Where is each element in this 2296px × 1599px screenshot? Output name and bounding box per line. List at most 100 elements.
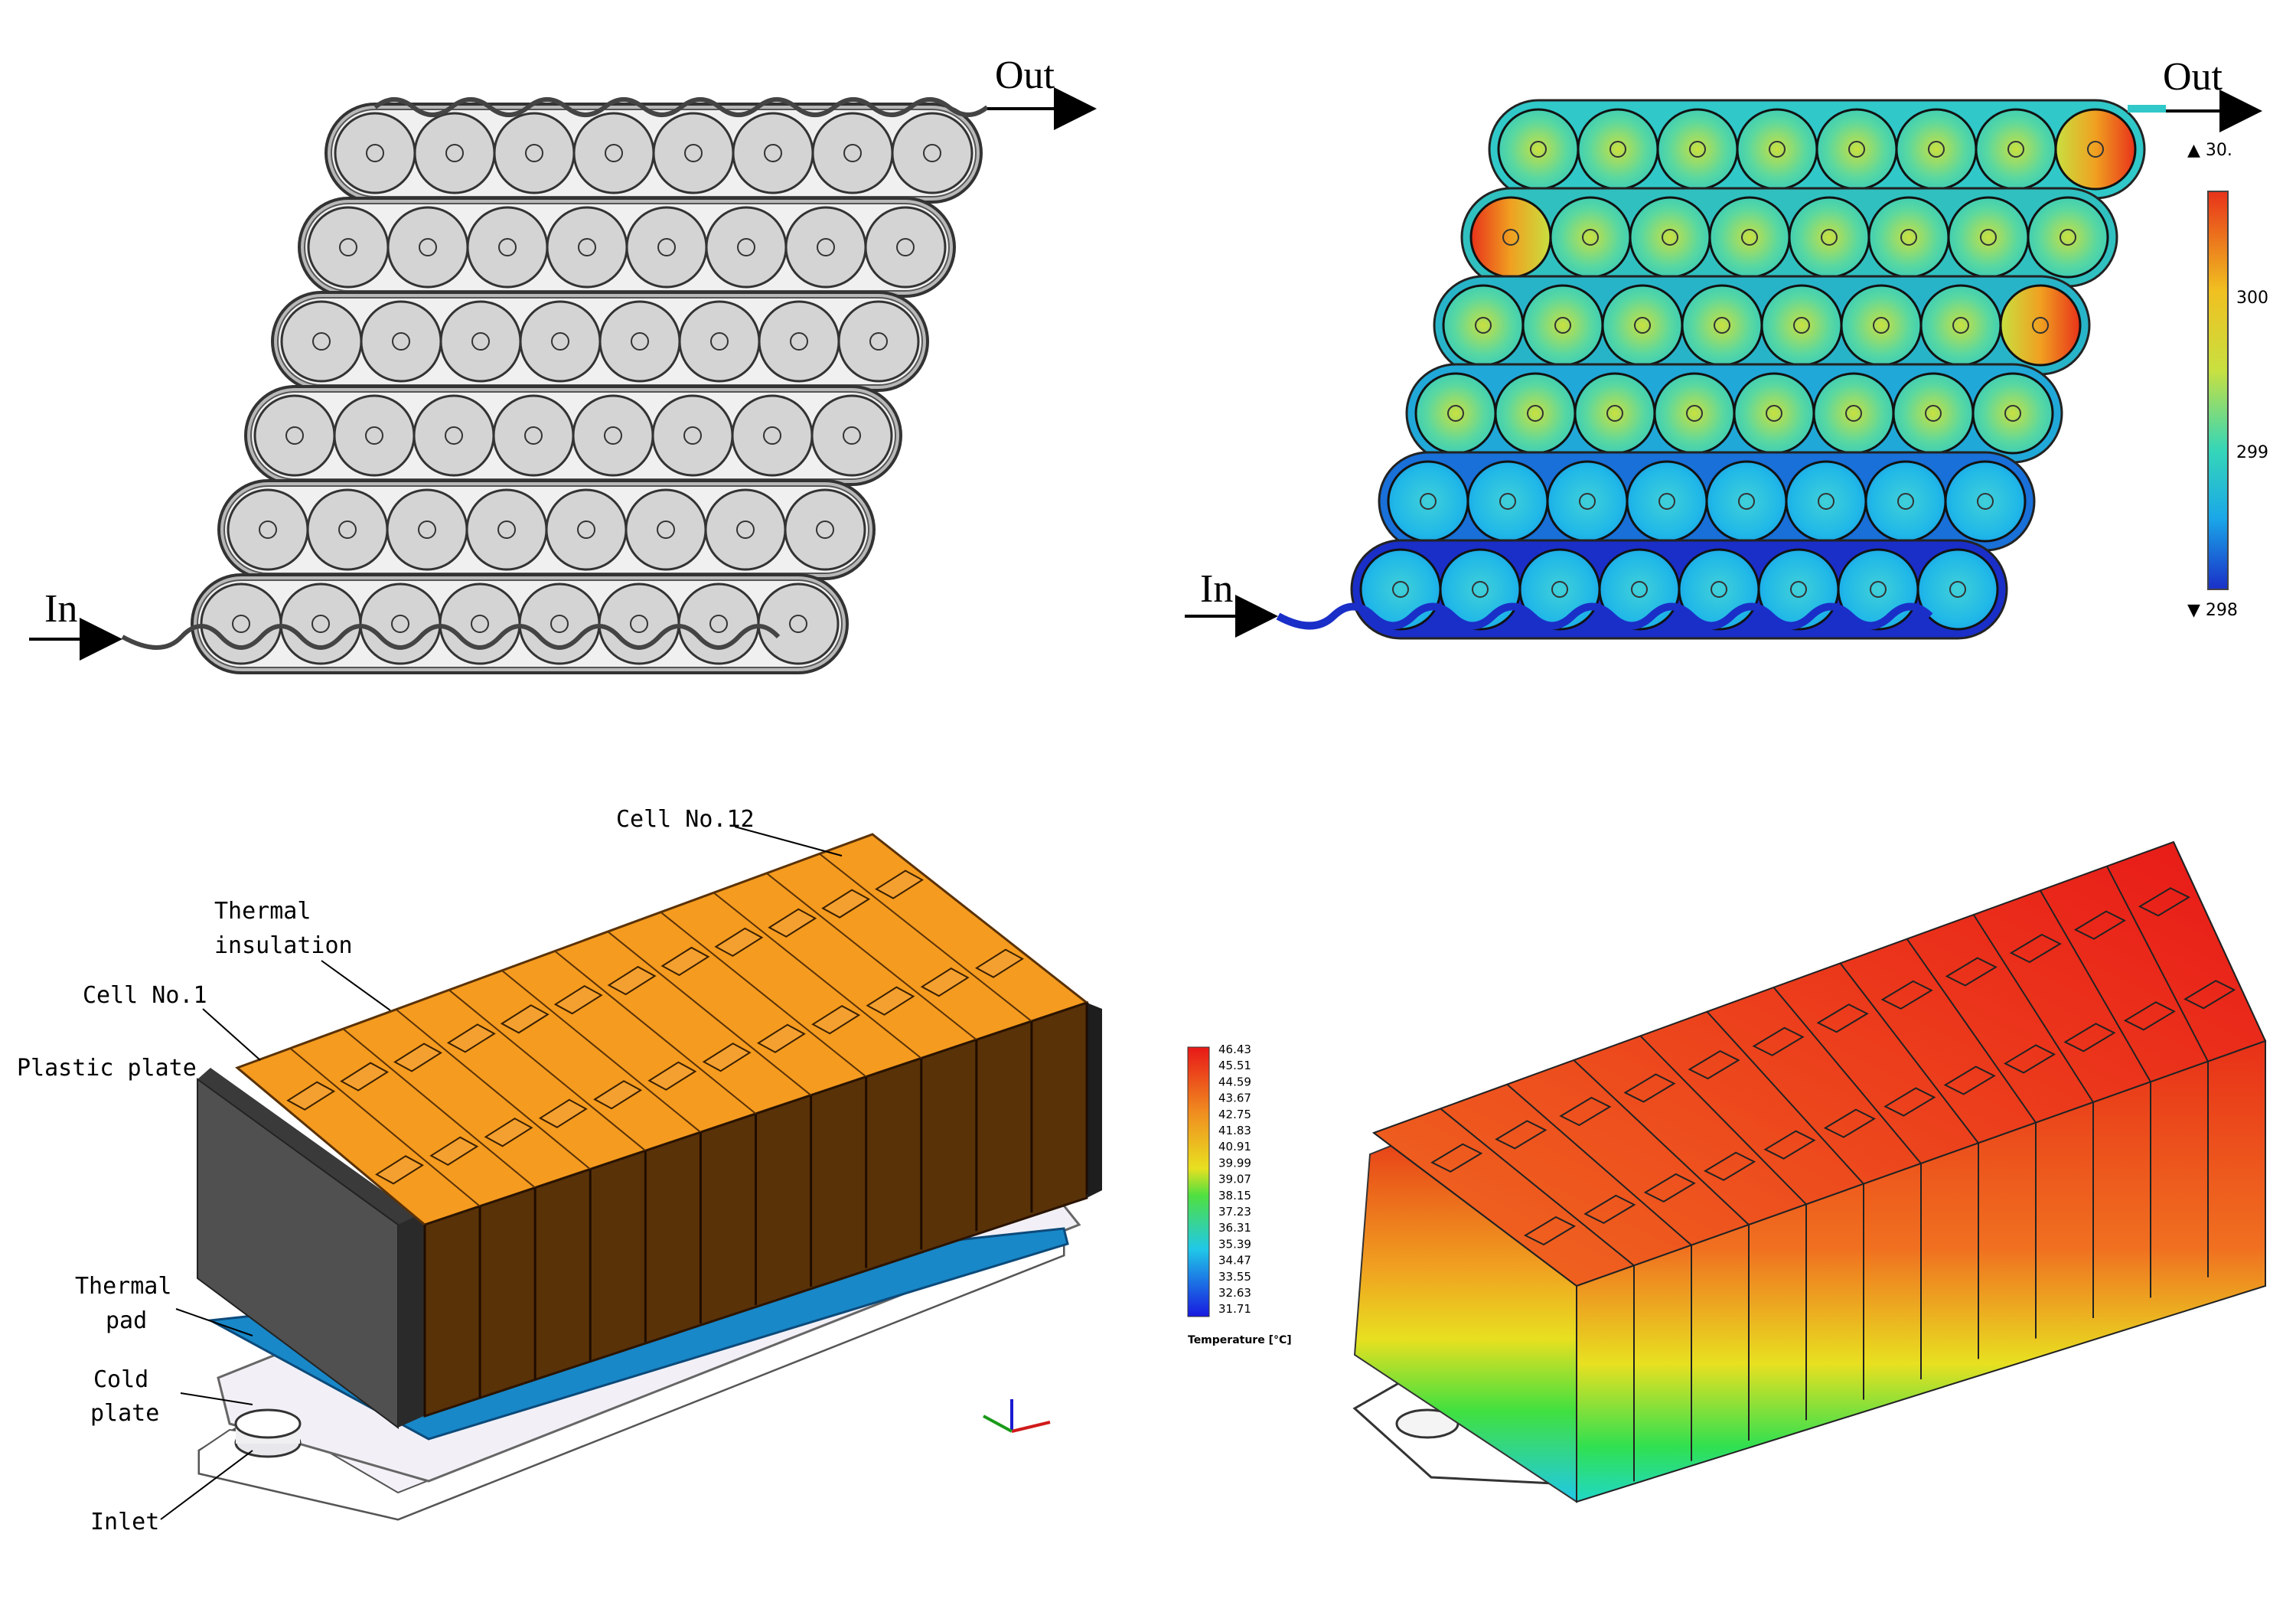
label-pad-1: Thermal — [75, 1273, 171, 1300]
panel-c-module-assembly — [197, 833, 1102, 1521]
panel-b-cell — [1681, 284, 1763, 367]
panel-a-cell — [413, 394, 495, 477]
panel-a-cell — [227, 488, 309, 571]
leader-insulation — [321, 960, 391, 1011]
panel-a-cell — [306, 488, 389, 571]
panel-a-cell — [465, 488, 548, 571]
panel-a-cell — [811, 112, 894, 194]
panel-a-cell — [864, 206, 947, 289]
panel-a-cell — [545, 488, 628, 571]
panel-b-cell — [1521, 284, 1604, 367]
panel-b-cell — [1785, 460, 1867, 543]
panel-d-legend-tick: 37.23 — [1218, 1205, 1251, 1219]
panel-a-cell — [625, 488, 707, 571]
cell-terminal — [756, 1023, 806, 1053]
panel-a-cell — [598, 300, 681, 383]
label-cold-2: plate — [90, 1400, 159, 1427]
panel-b-cell — [1892, 372, 1975, 455]
panel-a-cooling-layout — [121, 97, 989, 674]
label-insulation-1: Thermal — [214, 898, 311, 925]
panel-a-cell — [652, 112, 735, 194]
panel-a-cell — [439, 300, 522, 383]
panel-d-cell-terminal — [2073, 910, 2126, 940]
panel-d-cell-terminal — [1430, 1143, 1483, 1173]
cell-dividers — [236, 834, 1088, 1416]
cell-terminal — [538, 1098, 588, 1128]
panel-b-cell — [1944, 460, 2027, 543]
panel-d-cell-terminal — [2009, 933, 2062, 964]
panel-d-cell-terminal — [1623, 1073, 1676, 1103]
panel-d-legend-bar — [1187, 1046, 1210, 1317]
panel-b-scale-max: ▲ 30. — [2187, 141, 2232, 160]
panel-b-cell — [1497, 108, 1580, 191]
panel-a-in-label: In — [44, 587, 77, 631]
panel-b-cell — [1867, 196, 1950, 279]
panel-b-cell — [1656, 108, 1739, 191]
panel-b-cell — [1919, 284, 2002, 367]
panel-d-legend-tick: 45.51 — [1218, 1059, 1251, 1072]
panel-b-cell — [1947, 196, 2030, 279]
panel-b-cell — [2027, 196, 2109, 279]
panel-a-cell — [413, 112, 496, 194]
panel-a-cell — [678, 300, 761, 383]
panel-b-temperature-layout — [1276, 99, 2166, 640]
panel-a-cell — [546, 206, 628, 289]
panel-d-cell-terminal — [1880, 980, 1933, 1010]
panel-d-cell-terminal — [1763, 1130, 1816, 1160]
panel-d-cell-terminal — [2123, 1001, 2176, 1031]
panel-a-cell — [732, 112, 814, 194]
panel-b-cell — [1387, 460, 1469, 543]
leader-cell-12 — [734, 826, 843, 857]
panel-a-cell — [731, 394, 814, 477]
panel-d-cell-terminal — [1823, 1108, 1876, 1138]
panel-d-cell-terminal — [2138, 887, 2191, 917]
panel-a-cell — [837, 300, 920, 383]
panel-d-legend-tick: 38.15 — [1218, 1189, 1251, 1203]
panel-b-cell — [1629, 196, 1711, 279]
panel-b-scale-min: ▼ 298 — [2187, 601, 2238, 620]
cell-terminal — [446, 1023, 496, 1053]
panel-d-cell-terminal — [1583, 1194, 1636, 1225]
panel-d-cell-terminal — [1559, 1096, 1612, 1127]
cell-terminal — [660, 946, 710, 977]
panel-d-cell-terminal — [1523, 1216, 1577, 1246]
panel-a-cell — [677, 582, 760, 665]
panel-b-in-label: In — [1200, 567, 1233, 611]
panel-d-cell-terminal — [1752, 1026, 1805, 1056]
panel-d-legend-tick: 33.55 — [1218, 1270, 1251, 1284]
label-cell-12: Cell No.12 — [616, 806, 755, 833]
panel-b-cell — [1815, 108, 1898, 191]
label-cold-1: Cold — [93, 1366, 148, 1393]
panel-a-cell — [253, 394, 336, 477]
panel-d-cell-terminal — [2063, 1023, 2116, 1052]
cell-terminal — [821, 889, 871, 919]
panel-d-cell-terminal — [1945, 957, 1998, 987]
panel-a-cell — [493, 112, 576, 194]
leader-cold — [180, 1392, 253, 1405]
panel-b-color-scale — [2207, 191, 2229, 590]
panel-b-cell — [1916, 548, 1999, 631]
panel-b-cell — [1840, 284, 1923, 367]
panel-b-cell — [2054, 108, 2137, 191]
panel-a-cell — [651, 394, 734, 477]
panel-b-cell — [1601, 284, 1684, 367]
panel-a-cell — [784, 206, 867, 289]
panel-d-thermal-result: 46.43 45.51 44.59 43.67 42.75 41.83 40.91 39.99… — [1187, 840, 2267, 1503]
panel-b-inlet-tube — [1276, 602, 1933, 630]
panel-b-cell — [1736, 108, 1818, 191]
panel-b-cell — [1760, 284, 1843, 367]
panel-d-legend-title: Temperature [°C] — [1188, 1334, 1292, 1346]
panel-a-cell — [704, 488, 787, 571]
panel-a-cell — [705, 206, 788, 289]
panel-d-legend-tick: 34.47 — [1218, 1254, 1251, 1268]
panel-a-cell — [810, 394, 893, 477]
panel-b-cell — [1788, 196, 1870, 279]
panel-b-cell — [1466, 460, 1549, 543]
panel-a-inlet-tube — [121, 624, 781, 650]
cell-terminal — [702, 1043, 752, 1072]
panel-d-cell-terminal — [1883, 1087, 1936, 1117]
panel-d-cell-terminal — [1943, 1065, 1996, 1095]
panel-d-cell-terminal — [2003, 1044, 2056, 1074]
panel-b-cell — [1549, 196, 1632, 279]
panel-a-cell — [386, 206, 469, 289]
